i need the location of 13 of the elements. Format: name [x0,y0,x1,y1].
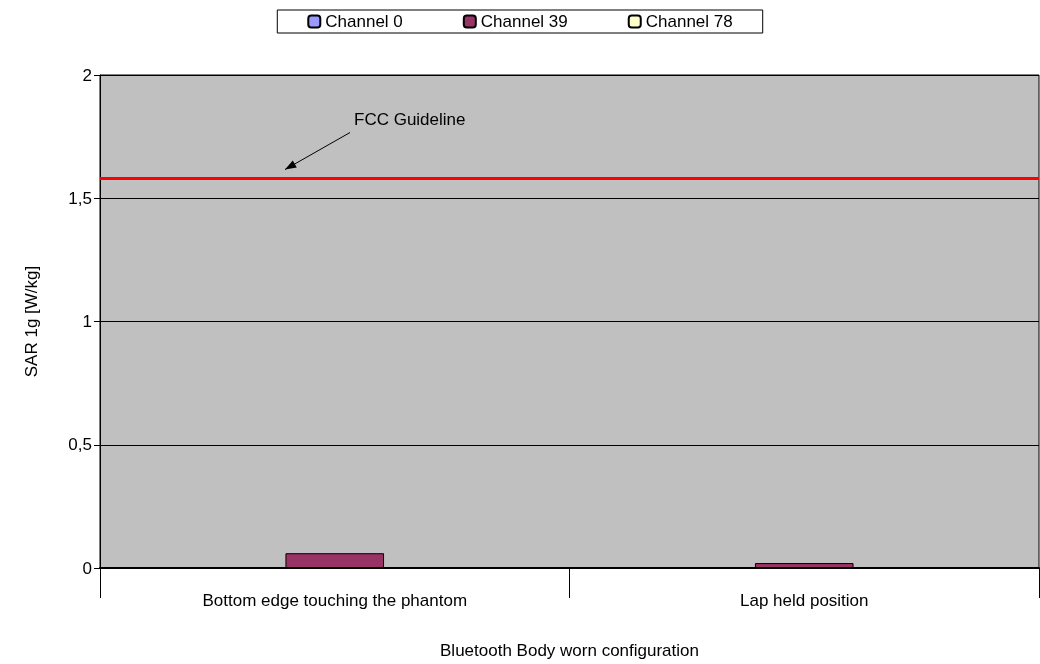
y-tick-label: 0 [82,558,92,578]
x-axis-title: Bluetooth Body worn configuration [440,641,699,660]
x-tick-label: Lap held position [739,591,869,610]
legend-label: Channel 39 [480,12,568,31]
legend-label: Channel 0 [325,12,403,31]
x-tick-label: Bottom edge touching the phantom [202,591,468,610]
y-tick-label: 0,5 [68,435,92,455]
y-tick-label: 1 [82,312,92,331]
y-tick-label: 1,5 [68,188,92,208]
ref-line-label: FCC Guideline [354,109,466,129]
y-axis-title: SAR 1g [W/kg] [22,265,41,378]
y-tick-label: 2 [82,65,92,85]
legend-label: Channel 78 [645,12,733,31]
